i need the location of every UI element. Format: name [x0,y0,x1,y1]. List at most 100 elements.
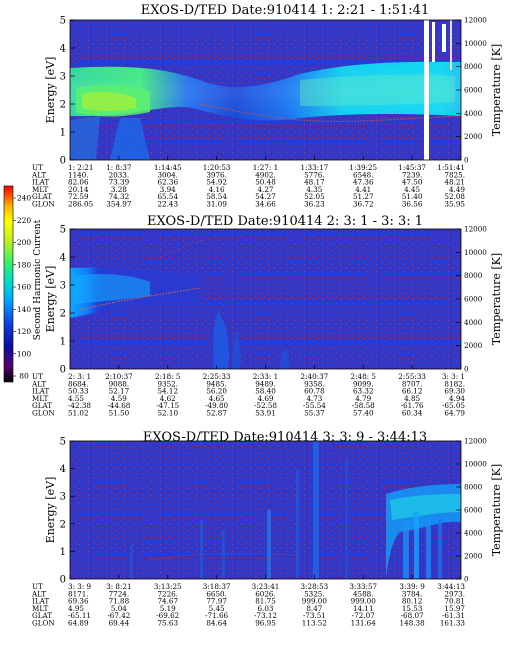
orbit-cell: 31.09 [206,200,227,209]
orbit-cell: 84.64 [206,619,227,628]
orbit-cell: 3: 3: 1 [442,372,465,381]
orbit-cell: 69.36 [68,597,89,606]
orbit-cell: 6026. [255,589,276,598]
orbit-cell: 8.47 [306,604,322,613]
orbit-cell: 4.35 [306,185,322,194]
y2-tick-label: 12000 [464,437,487,446]
orbit-cell: 70.81 [444,597,465,606]
y-tick-label: 2 [60,100,66,111]
y2-tick-label: 10000 [464,248,487,257]
orbit-cell: 71.88 [109,597,130,606]
orbit-cell: 286.05 [68,200,94,209]
orbit-cell: 65.54 [157,192,178,201]
colorbar: 240 220 200 180 160 140 120 100 80 Second Harmon… [3,185,43,383]
orbit-cell: 62.36 [157,178,178,187]
y-tick-label: 5 [60,16,66,27]
y2-tick-label: 6000 [464,86,483,95]
orbit-cell: -67.42 [107,611,130,620]
colorbar-ticks: 240 220 200 180 160 140 120 100 80 [13,194,31,381]
y-tick-label: 2 [60,519,66,530]
orbit-row-label: ILAT [32,597,49,606]
y2-tick-label: 0 [464,575,469,584]
orbit-cell: 4.16 [209,185,225,194]
orbit-cell: 8171. [68,589,89,598]
panel-1: EXOS-D/TED Date:910414 1: 2:21 - 1:51:41… [31,3,503,209]
y2-tick-label: 0 [464,365,469,374]
orbit-cell: -42.38 [68,401,91,410]
orbit-cell: 9489. [255,379,276,388]
orbit-cell: 2:18: 5 [155,372,181,381]
colorbar-tick-label: 240 [17,194,32,203]
orbit-cell: 3976. [206,170,227,179]
orbit-row-label: ALT [31,170,46,179]
orbit-cell: 73.39 [109,178,130,187]
y-tick-label: 2 [60,309,66,320]
y-tick-label: 3 [60,72,66,83]
orbit-cell: 1:14:45 [154,163,182,172]
orbit-cell: 2:55:33 [398,372,426,381]
orbit-row-label: ALT [31,589,46,598]
y2-tick-label: 8000 [464,271,483,280]
orbit-cell: -65.05 [442,401,465,410]
panel-3-y2label: Temperature [K] [490,464,503,556]
orbit-cell: 3: 8:21 [106,582,131,591]
orbit-cell: 54.12 [157,387,178,396]
panel-1-ylabel: Energy [eV] [44,57,57,124]
y-tick-label: 4 [60,44,66,55]
orbit-cell: 3:23:41 [252,582,280,591]
orbit-cell: -71.66 [205,611,228,620]
orbit-cell: 1:27: 1 [253,163,278,172]
y-tick-label: 0 [60,575,66,586]
y-tick-label: 4 [60,253,66,264]
orbit-cell: 6.03 [257,604,273,613]
y-tick-label: 5 [60,225,66,236]
orbit-cell: 8182. [444,379,465,388]
orbit-cell: 52.17 [109,387,130,396]
y-tick-label: 1 [60,337,66,348]
orbit-cell: 15.97 [444,604,465,613]
orbit-row-label: MLT [32,394,49,403]
orbit-cell: 1:51:41 [437,163,465,172]
orbit-cell: 51.27 [353,192,374,201]
orbit-cell: 15.53 [402,604,423,613]
y2-tick-label: 4000 [464,109,483,118]
y2-tick-label: 4000 [464,318,483,327]
orbit-cell: 6650. [206,589,227,598]
orbit-cell: 1:39:25 [349,163,377,172]
orbit-cell: 3004. [157,170,178,179]
orbit-cell: 51.50 [109,409,130,418]
orbit-cell: 9358. [304,379,325,388]
y2-tick-label: 8000 [464,62,483,71]
orbit-cell: 5325. [304,589,325,598]
y2-tick-label: 6000 [464,506,483,515]
orbit-cell: 4.94 [449,394,465,403]
orbit-cell: 4.49 [449,185,465,194]
orbit-cell: -58.58 [352,401,375,410]
orbit-cell: 35.95 [444,200,465,209]
orbit-cell: -49.80 [205,401,228,410]
orbit-cell: -73.12 [254,611,277,620]
orbit-row-label: ALT [31,379,46,388]
orbit-cell: 113.52 [302,619,327,628]
orbit-cell: 3:13:25 [154,582,182,591]
orbit-cell: 60.78 [304,387,325,396]
orbit-cell: -47.15 [156,401,179,410]
orbit-cell: 4.95 [68,604,84,613]
orbit-cell: 4.73 [306,394,322,403]
colorbar-tick-label: 180 [17,260,32,269]
orbit-row-label: GLON [32,619,55,628]
orbit-cell: 72.59 [68,192,89,201]
orbit-cell: -73.51 [303,611,326,620]
orbit-cell: 63.32 [353,387,374,396]
panel-1-y2label: Temperature [K] [490,44,503,136]
panel-1-axes: 0 1 2 3 4 5 0 2000 4000 6000 8000 10000 12000 [60,16,488,167]
orbit-cell: 1:45:37 [398,163,426,172]
colorbar-scale [3,185,14,383]
orbit-cell: 69.44 [109,619,130,628]
orbit-cell: 999.00 [351,597,377,606]
orbit-cell: 58.40 [255,387,276,396]
orbit-cell: 999.00 [302,597,328,606]
orbit-cell: 148.38 [400,619,426,628]
orbit-cell: 54.92 [206,178,227,187]
orbit-row-label: ILAT [32,178,49,187]
